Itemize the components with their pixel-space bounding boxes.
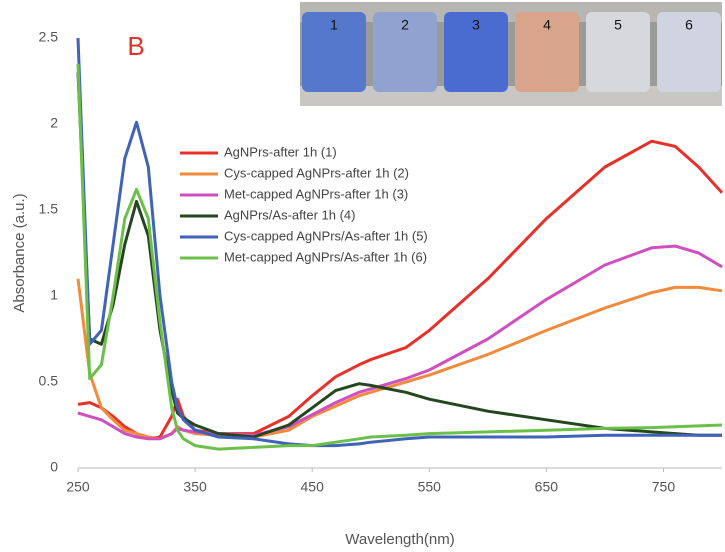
- inset-label: 4: [543, 17, 551, 33]
- y-tick-label: 2: [50, 115, 58, 131]
- inset-label: 3: [472, 17, 480, 33]
- y-tick-label: 0.5: [39, 373, 59, 389]
- legend-label: Cys-capped AgNPrs-after 1h (2): [224, 165, 409, 180]
- y-tick-label: 0: [50, 459, 58, 475]
- line-series: [76, 72, 722, 439]
- legend-label: Met-capped AgNPrs/As-after 1h (6): [224, 249, 427, 264]
- inset-label: 6: [685, 17, 693, 33]
- inset-label: 5: [614, 17, 622, 33]
- x-tick-label: 550: [418, 479, 442, 495]
- inset-photo: [300, 2, 722, 106]
- y-tick-label: 1.5: [39, 201, 59, 217]
- line-series: [76, 278, 723, 441]
- legend-label: AgNPrs-after 1h (1): [224, 144, 337, 159]
- x-tick-label: 450: [301, 479, 325, 495]
- x-axis-label: Wavelength(nm): [345, 531, 454, 548]
- y-tick-label: 2.5: [39, 29, 59, 45]
- legend-label: AgNPrs/As-after 1h (4): [224, 207, 356, 222]
- x-tick-label: 350: [183, 479, 207, 495]
- inset-label: 1: [330, 17, 338, 33]
- inset-label: 2: [401, 17, 409, 33]
- line-series: [77, 139, 724, 441]
- x-tick-label: 250: [66, 479, 90, 495]
- x-tick-label: 750: [652, 479, 676, 495]
- panel-label: B: [127, 31, 144, 61]
- line-series: [76, 63, 723, 451]
- line-series: [76, 37, 722, 448]
- legend-label: Cys-capped AgNPrs/As-after 1h (5): [224, 228, 428, 243]
- legend-label: Met-capped AgNPrs-after 1h (3): [224, 186, 408, 201]
- y-tick-label: 1: [50, 287, 58, 303]
- y-axis-label: Absorbance (a.u.): [11, 193, 28, 312]
- x-tick-label: 650: [535, 479, 559, 495]
